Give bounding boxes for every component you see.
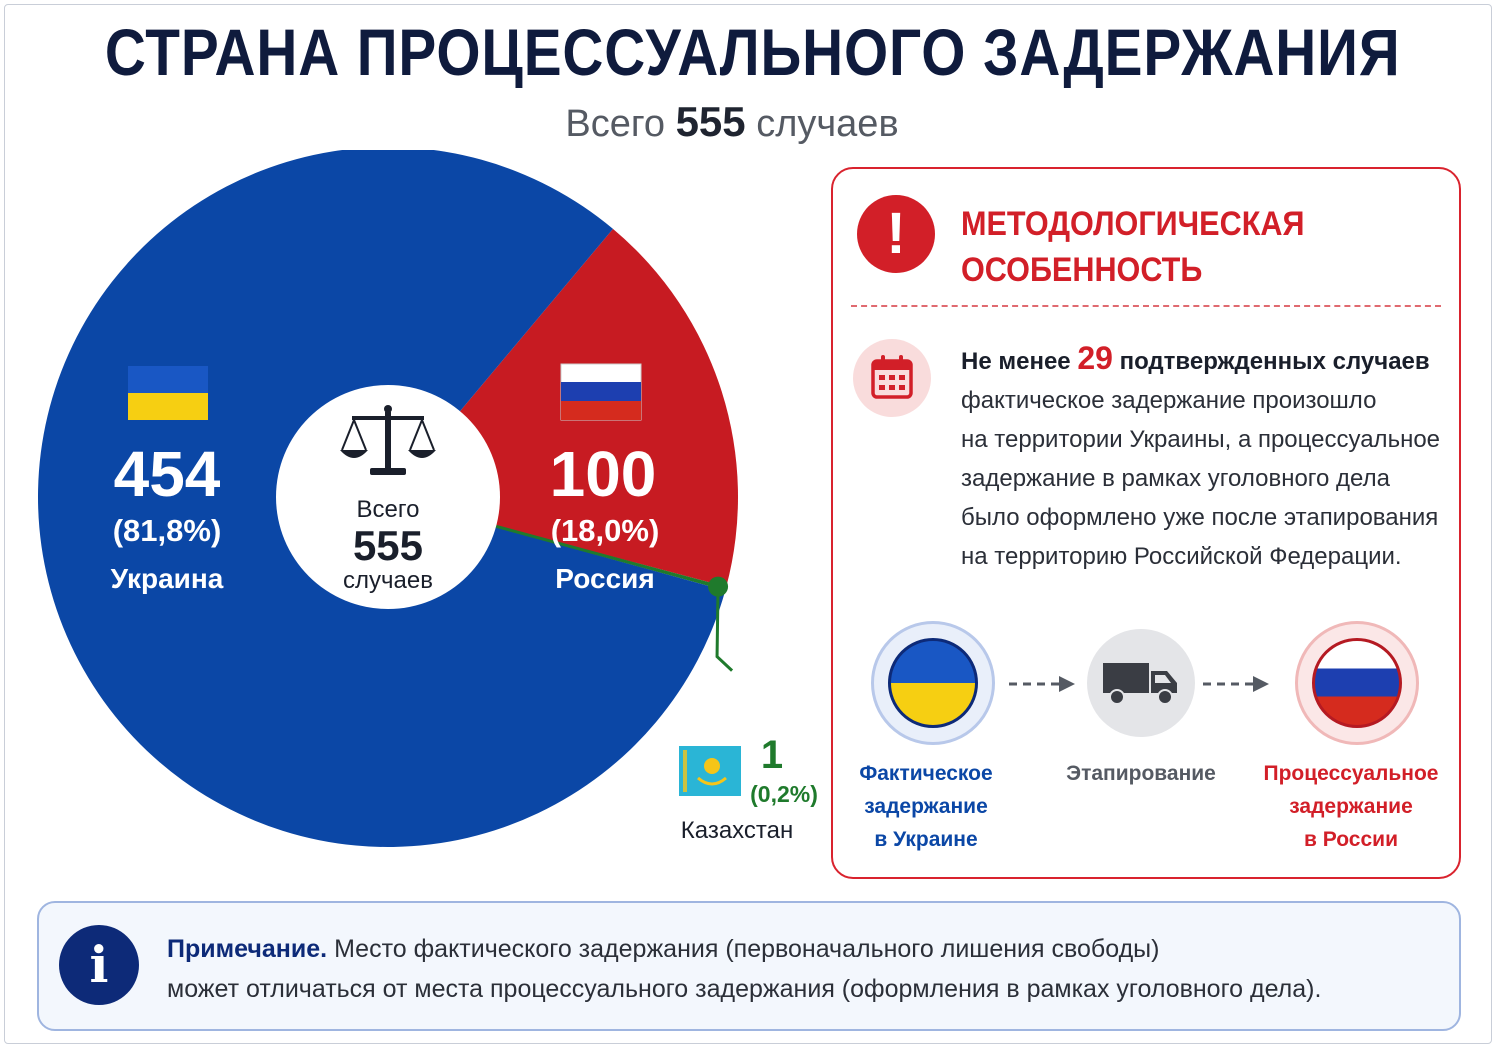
page-title: СТРАНА ПРОЦЕССУАЛЬНОГО ЗАДЕРЖАНИЯ (104, 15, 1401, 89)
methodology-line: на территории Украины, а процессуальное (961, 426, 1441, 453)
flow-arrow-2 (1203, 676, 1269, 692)
methodology-title-line1: МЕТОДОЛОГИЧЕСКАЯ (961, 205, 1305, 243)
methodology-line: задержание в рамках уголовного дела (961, 465, 1390, 492)
methodology-line: на территорию Российской Федерации. (961, 543, 1402, 570)
flow-label-transport: Этапирование (1045, 757, 1237, 790)
note-panel: i Примечание. Место фактического задержа… (37, 901, 1461, 1031)
methodology-title-line2: ОСОБЕННОСТЬ (961, 251, 1203, 289)
page-frame (4, 4, 1492, 1044)
flow-label-line: в России (1304, 828, 1398, 851)
flow-label-ukraine: Фактическое задержание в Украине (833, 757, 1019, 856)
slice-label-value-kazakhstan: 1 (761, 733, 783, 777)
lead-suffix: подтвержденных случаев (1119, 348, 1430, 375)
kazakhstan-flag-icon (679, 746, 741, 796)
pie-center-hole (276, 385, 500, 609)
russia-round-flag-icon (1312, 638, 1402, 728)
methodology-line: было оформлено уже после этапирования (961, 504, 1439, 531)
center-total-label: Всего (357, 496, 420, 523)
truck-icon (1103, 663, 1177, 705)
slice-label-percent-ukraine: (81,8%) (113, 513, 222, 548)
kazakhstan-leader-elbow (715, 586, 734, 672)
note-line2: может отличаться от места процессуальног… (167, 975, 1322, 1003)
note-text: Примечание. Место фактического задержани… (167, 929, 1447, 1009)
flow-label-line: Процессуальное (1263, 762, 1439, 785)
slice-label-percent-kazakhstan: (0,2%) (750, 781, 818, 807)
flow-label-line: задержание (864, 795, 988, 818)
slice-label-value-russia: 100 (550, 438, 657, 510)
flow-label-line: в Украине (874, 828, 978, 851)
info-icon: i (59, 925, 139, 1005)
subtitle-suffix: случаев (756, 103, 899, 145)
lead-number: 29 (1077, 340, 1113, 376)
russia-flag-icon (560, 363, 642, 421)
flow-label-line: Фактическое (859, 762, 993, 785)
methodology-title: МЕТОДОЛОГИЧЕСКАЯ ОСОБЕННОСТЬ (961, 201, 1393, 293)
methodology-panel: ! МЕТОДОЛОГИЧЕСКАЯ ОСОБЕННОСТЬ Не менее … (831, 167, 1461, 879)
methodology-lead: Не менее 29 подтвержденных случаев (961, 339, 1451, 381)
calendar-icon (853, 339, 931, 417)
kazakhstan-marker-dot (708, 576, 729, 597)
slice-label-name-kazakhstan: Казахстан (681, 817, 793, 844)
flow-label-line: задержание (1289, 795, 1413, 818)
slice-label-name-ukraine: Украина (111, 563, 224, 594)
flow-russia-circle (1295, 621, 1419, 745)
methodology-text: Не менее 29 подтвержденных случаев факти… (961, 339, 1451, 576)
flow-label-russia: Процессуальное задержание в России (1253, 757, 1449, 856)
methodology-line: фактическое задержание произошло (961, 387, 1377, 414)
ukraine-flag-icon (128, 366, 208, 420)
lead-prefix: Не менее (961, 348, 1071, 375)
flow-label-line: Этапирование (1066, 762, 1216, 785)
subtitle-prefix: Всего (565, 103, 665, 145)
page-subtitle: Всего 555 случаев (0, 98, 1464, 146)
slice-label-value-ukraine: 454 (114, 438, 221, 510)
center-total-value: 555 (353, 522, 423, 569)
note-line1: Место фактического задержания (первонача… (334, 935, 1160, 963)
note-label: Примечание. (167, 935, 328, 963)
flow-arrow-1 (1009, 676, 1075, 692)
slice-label-percent-russia: (18,0%) (551, 513, 660, 548)
center-total-unit: случаев (343, 567, 433, 594)
subtitle-number: 555 (675, 98, 746, 145)
flow-ukraine-circle (871, 621, 995, 745)
scales-of-justice-icon (340, 405, 436, 475)
exclamation-icon: ! (857, 195, 935, 273)
kazakhstan-leader-line (495, 524, 719, 589)
dashed-divider (851, 305, 1441, 307)
slice-label-name-russia: Россия (555, 563, 654, 594)
flow-transport-circle (1087, 629, 1195, 737)
country-pie-chart: Всего 555 случаев 454 (81,8%) Украина 10… (38, 150, 818, 847)
ukraine-round-flag-icon (888, 638, 978, 728)
